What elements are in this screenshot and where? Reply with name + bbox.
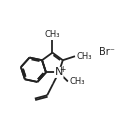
- Text: +: +: [59, 65, 65, 74]
- Text: CH₃: CH₃: [69, 77, 85, 86]
- Text: CH₃: CH₃: [76, 52, 92, 61]
- Text: Br⁻: Br⁻: [99, 47, 115, 57]
- Text: N: N: [55, 67, 63, 77]
- Text: CH₃: CH₃: [45, 30, 60, 39]
